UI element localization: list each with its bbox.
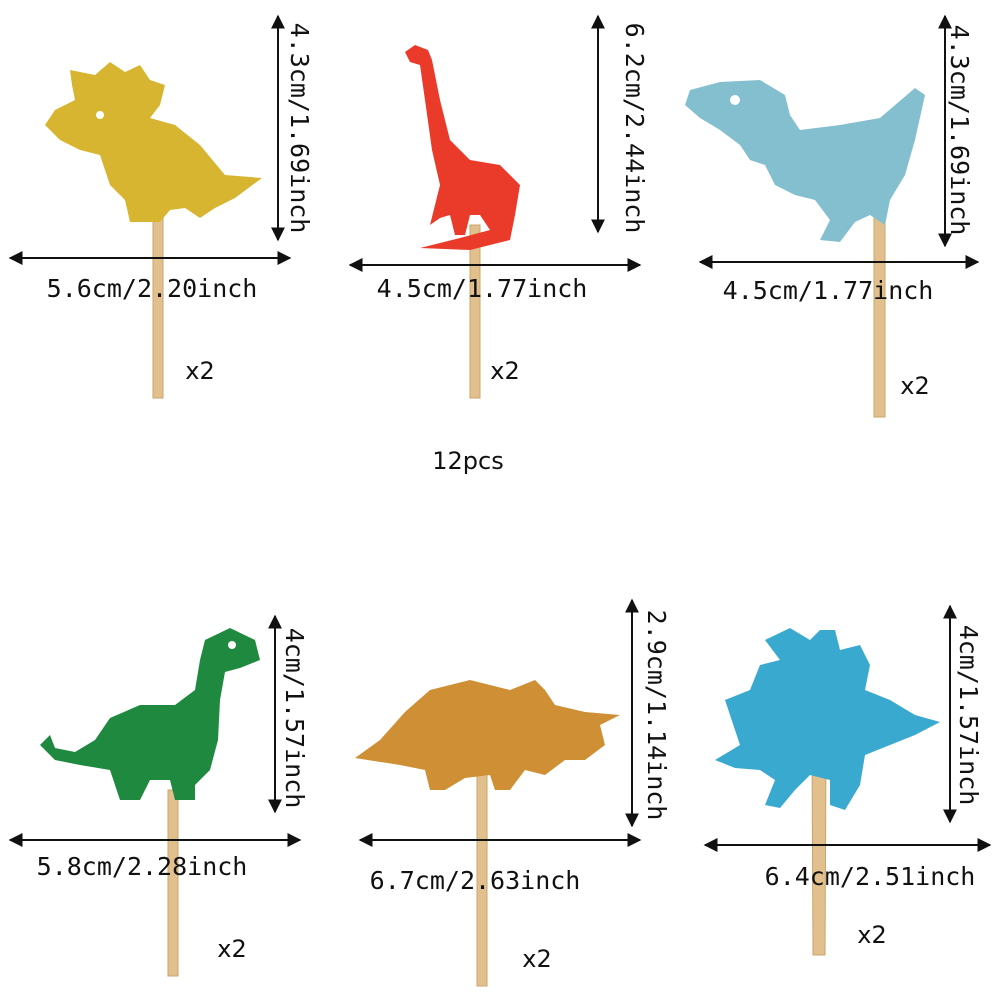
width-label: 4.5cm/1.77inch [723,276,934,305]
height-label: 4.3cm/1.69inch [945,25,974,236]
topper-triceratops-gold [45,62,262,399]
height-label: 4.3cm/1.69inch [285,23,314,234]
width-label: 4.5cm/1.77inch [377,274,588,303]
height-label: 2.9cm/1.14inch [642,610,671,821]
width-label: 5.6cm/2.20inch [47,274,258,303]
height-label: 6.2cm/2.44inch [620,23,649,234]
quantity-label: x2 [217,935,246,963]
topper-brachiosaurus-red [405,45,520,399]
height-label: 4cm/1.57inch [954,625,983,806]
quantity-label: x2 [900,372,929,400]
width-label: 6.7cm/2.63inch [370,866,581,895]
topper-triceratops-orange [355,680,620,987]
quantity-label: x2 [490,357,519,385]
topper-brontosaurus-green [40,628,260,977]
topper-stegosaurus-teal [715,628,940,956]
topper-trex-blue [685,80,925,418]
width-label: 5.8cm/2.28inch [37,852,248,881]
height-label: 4cm/1.57inch [280,628,309,809]
quantity-label: x2 [522,945,551,973]
total-count: 12pcs [432,447,503,475]
quantity-label: x2 [185,357,214,385]
width-label: 6.4cm/2.51inch [765,862,976,891]
quantity-label: x2 [857,921,886,949]
